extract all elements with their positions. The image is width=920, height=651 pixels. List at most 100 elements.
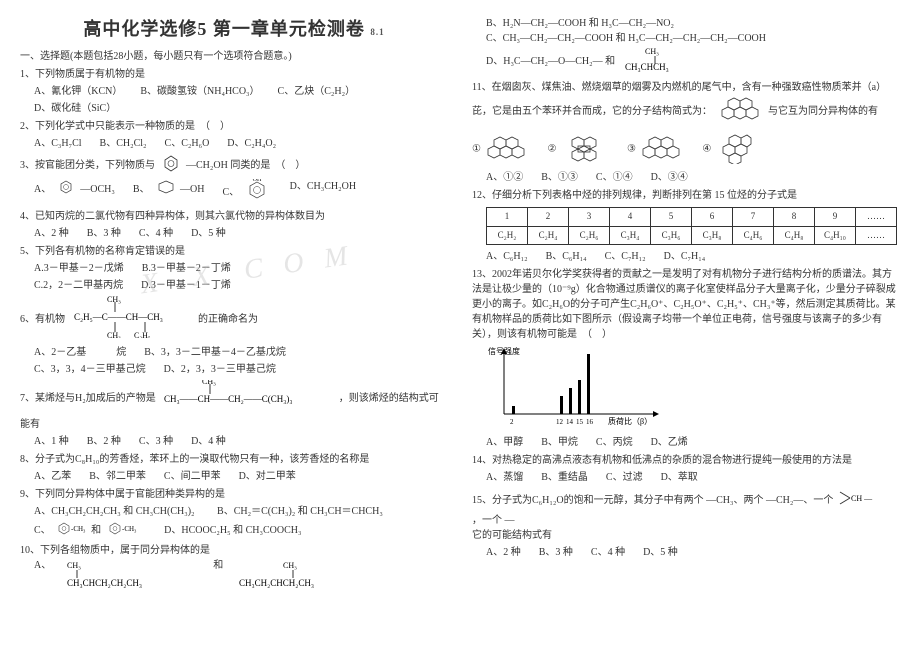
ch-fragment-icon: CH — xyxy=(837,488,873,513)
title-code: 8.1 xyxy=(370,27,384,37)
q7-line: 7、某烯烃与H₂加成后的产物是 CH₃——CH——CH₂——C(CH₃)₃ CH… xyxy=(20,380,448,432)
q15-A: A、2 种 xyxy=(486,545,521,560)
q7-C: C、3 种 xyxy=(139,434,173,449)
benzene-icon: OHCH₃ xyxy=(246,179,268,206)
q8-options: A、乙苯 B、邻二甲苯 C、间二甲苯 D、对二甲苯 xyxy=(34,469,448,484)
q9-A: A、CH₃CH₂CH₂CH₃ 和 CH₃CH(CH₃)₂ xyxy=(34,506,195,517)
q11-s2line: 芘，它是由五个苯环并合而成，它的分子结构简式为： 与它互为同分异构体的有 xyxy=(472,95,900,128)
left-column: 高中化学选修5 第一章单元检测卷 8.1 一、选择题(本题包括28小题，每小题只… xyxy=(20,16,448,595)
q1-D: D、碳化硅（SiC） xyxy=(34,101,116,116)
title-text: 高中化学选修5 第一章单元检测卷 xyxy=(83,19,365,39)
svg-text:CH₃: CH₃ xyxy=(67,561,81,570)
q6-stem: 6、有机物 xyxy=(20,314,65,325)
svg-text:C₂H₅—C——CH—CH₃: C₂H₅—C——CH—CH₃ xyxy=(74,312,163,322)
question-10: 10、下列各组物质中，属于同分异构体的是 A、 CH₃ CH₃CHCH₂CH₂C… xyxy=(20,543,448,593)
q8-D: D、对二甲苯 xyxy=(239,469,296,484)
q10-stem: 10、下列各组物质中，属于同分异构体的是 xyxy=(20,543,448,558)
question-4: 4、已知丙烷的二氯代物有四种异构体，则其六氯代物的异构体数目为 A、2 种 B、… xyxy=(20,209,448,241)
question-11: 11、在烟囱灰、煤焦油、燃烧烟草的烟雾及内燃机的尾气中，含有一种强致癌性物质苯并… xyxy=(472,80,900,185)
q3-tail: 同类的是 （ ） xyxy=(230,160,305,171)
svg-text:CH₃CHCH₃: CH₃CHCH₃ xyxy=(625,62,669,72)
q11-s3: 与它互为同分异构体的有 xyxy=(768,104,878,119)
q8-A: A、乙苯 xyxy=(34,469,71,484)
branch-structure-icon: CH₃ CH₃CHCH₃ xyxy=(625,46,705,77)
benzopyrene-icon xyxy=(720,95,760,128)
q3-C: C、 OHCH₃ xyxy=(222,179,271,206)
chain-1-icon: CH₃ CH₃CHCH₂CH₂CH₃ xyxy=(67,558,197,593)
q11-C: C、①④ xyxy=(596,170,633,185)
q3-stem-line: 3、按官能团分类，下列物质与 —CH₂OH 同类的是 （ ） xyxy=(20,154,448,177)
q7-B: B、2 种 xyxy=(87,434,121,449)
q13-stem: 13、2002年诺贝尔化学奖获得者的贡献之一是发明了对有机物分子进行结构分析的质… xyxy=(472,267,900,342)
q9-B: B、CH₂＝C(CH₃)₂ 和 CH₃CH＝CHCH₃ xyxy=(217,506,383,517)
q5-stem: 5、下列各有机物的名称肯定错误的是 xyxy=(20,244,448,259)
structure-q7-icon: CH₃——CH——CH₂——C(CH₃)₃ CH₃ xyxy=(162,380,332,417)
page-container: 高中化学选修5 第一章单元检测卷 8.1 一、选择题(本题包括28小题，每小题只… xyxy=(20,16,900,595)
svg-text:2: 2 xyxy=(510,418,514,426)
svg-text:CH₃CH₂CHCH₂CH₃: CH₃CH₂CHCH₂CH₃ xyxy=(239,578,314,588)
question-1: 1、下列物质属于有机物的是 A、氰化钾（KCN） B、碳酸氢铵（NH₄HCO₃）… xyxy=(20,67,448,116)
q8-C: C、间二甲苯 xyxy=(164,469,221,484)
q12-C: C、C₇H₁₂ xyxy=(605,249,646,264)
svg-text:15: 15 xyxy=(576,418,584,426)
q8-B: B、邻二甲苯 xyxy=(89,469,146,484)
benzene-icon xyxy=(162,154,180,177)
q3-label: —CH₂OH xyxy=(186,160,228,171)
question-12: 12、仔细分析下列表格中烃的排列规律，判断排列在第 15 位烃的分子式是 1 2… xyxy=(472,188,900,264)
benzene-pair-icon: -CH₃ xyxy=(57,521,87,540)
q7-D: D、4 种 xyxy=(191,434,226,449)
q12-options: A、C₆H₁₂ B、C₆H₁₄ C、C₇H₁₂ D、C₇H₁₄ xyxy=(486,249,900,264)
q15-D: D、5 种 xyxy=(643,545,678,560)
table-row: C₂H₂ C₂H₄ C₂H₆ C₃H₄ C₃H₆ C₃H₈ C₄H₆ C₄H₈ … xyxy=(487,226,897,245)
q10-A: A、 CH₃ CH₃CHCH₂CH₂CH₃ 和 CH₃ CH₃CH₂CHCH₂C… xyxy=(34,558,448,593)
q6-A: A、2－乙基 xyxy=(34,347,86,358)
table-row: 1 2 3 4 5 6 7 8 9 …… xyxy=(487,208,897,227)
q5-options2: C.2，2－二甲基丙烷 D.3－甲基－1－丁烯 xyxy=(34,278,448,293)
svg-text:CH₃: CH₃ xyxy=(283,561,297,570)
q3-A: A、 —OCH₃ xyxy=(34,179,115,206)
q4-A: A、2 种 xyxy=(34,226,69,241)
poly-1-icon xyxy=(487,135,525,163)
question-7: 7、某烯烃与H₂加成后的产物是 CH₃——CH——CH₂——C(CH₃)₃ CH… xyxy=(20,380,448,449)
q1-stem: 1、下列物质属于有机物的是 xyxy=(20,67,448,82)
q7-options: A、1 种 B、2 种 C、3 种 D、4 种 xyxy=(34,434,448,449)
question-3: 3、按官能团分类，下列物质与 —CH₂OH 同类的是 （ ） A、 —OCH₃ … xyxy=(20,154,448,206)
q15-options: A、2 种 B、3 种 C、4 种 D、5 种 xyxy=(486,545,900,560)
section-header: 一、选择题(本题包括28小题，每小题只有一个选项符合题意。) xyxy=(20,49,448,64)
benzene-pair-icon: -CH₃ xyxy=(108,521,138,540)
svg-text:CH₃——CH——CH₂——C(CH₃)₃: CH₃——CH——CH₂——C(CH₃)₃ xyxy=(164,394,293,404)
q11-opt3-wrap: ③ xyxy=(627,135,684,163)
q9-C: C、 xyxy=(34,525,51,536)
q15-s1: 15、分子式为C₆H₁₂O的饱和一元醇，其分子中有两个 —CH₃、两个 —CH₂… xyxy=(472,493,833,508)
q15-B: B、3 种 xyxy=(539,545,573,560)
q5-D: D.3－甲基－1－丁烯 xyxy=(141,278,231,293)
q1-A: A、氰化钾（KCN） xyxy=(34,84,122,99)
mass-spectrum-chart: 信号强度 质荷比（β） 2 12 14 15 16 xyxy=(486,346,900,431)
q6-B: B、3，3－二甲基－4－乙基戊烷 xyxy=(144,345,286,360)
q1-C: C、乙炔（C₂H₂） xyxy=(278,84,356,99)
q13-options: A、甲醇 B、甲烷 C、丙烷 D、乙烯 xyxy=(486,435,900,450)
svg-text:C₂H₅: C₂H₅ xyxy=(134,331,151,338)
q15-C: C、4 种 xyxy=(591,545,625,560)
question-5: 5、下列各有机物的名称肯定错误的是 A.3－甲基－2－戊烯 B.3－甲基－2－丁… xyxy=(20,244,448,293)
q3-B: B、 —OH xyxy=(133,179,205,206)
q9-options1: A、CH₃CH₂CH₂CH₃ 和 CH₃CH(CH₃)₂ B、CH₂＝C(CH₃… xyxy=(34,504,448,519)
q15-tail: 它的可能结构式有 xyxy=(472,528,900,543)
q6-options2: C、3，3，4－三甲基己烷 D、2，3，3－三甲基己烷 xyxy=(34,362,448,377)
right-column: B、H₂N—CH₂—COOH 和 H₃C—CH₂—NO₂ C、CH₃—CH₂—C… xyxy=(472,16,900,595)
q10-C: C、CH₃—CH₂—CH₂—COOH 和 H₃C—CH₂—CH₂—CH₂—COO… xyxy=(486,31,900,46)
q6-C: C、3，3，4－三甲基己烷 xyxy=(34,362,146,377)
q3-stem: 3、按官能团分类，下列物质与 xyxy=(20,160,155,171)
q2-options: A、C₃H₇Cl B、CH₂Cl₂ C、C₂H₆O D、C₂H₄O₂ xyxy=(34,136,448,151)
q5-C: C.2，2－二甲基丙烷 xyxy=(34,278,123,293)
q5-options: A.3－甲基－2－戊烯 B.3－甲基－2－丁烯 xyxy=(34,261,448,276)
q2-A: A、C₃H₇Cl xyxy=(34,136,82,151)
question-8: 8、分子式为C₈H₁₀的芳香烃，苯环上的一溴取代物只有一种，该芳香烃的名称是 A… xyxy=(20,452,448,484)
svg-text:CH₃CHCH₂CH₂CH₃: CH₃CHCH₂CH₂CH₃ xyxy=(67,578,142,588)
q6-options: A、2－乙基 烷 B、3，3－二甲基－4－乙基戊烷 xyxy=(34,345,448,360)
q2-D: D、C₂H₄O₂ xyxy=(227,136,276,151)
svg-text:信号强度: 信号强度 xyxy=(488,346,520,356)
svg-text:-CH₃: -CH₃ xyxy=(71,525,86,533)
q2-stem: 2、下列化学式中只能表示一种物质的是 （ ） xyxy=(20,119,448,134)
q12-table: 1 2 3 4 5 6 7 8 9 …… C₂H₂ C₂H₄ C₂H₆ C₃H₄… xyxy=(486,207,897,245)
